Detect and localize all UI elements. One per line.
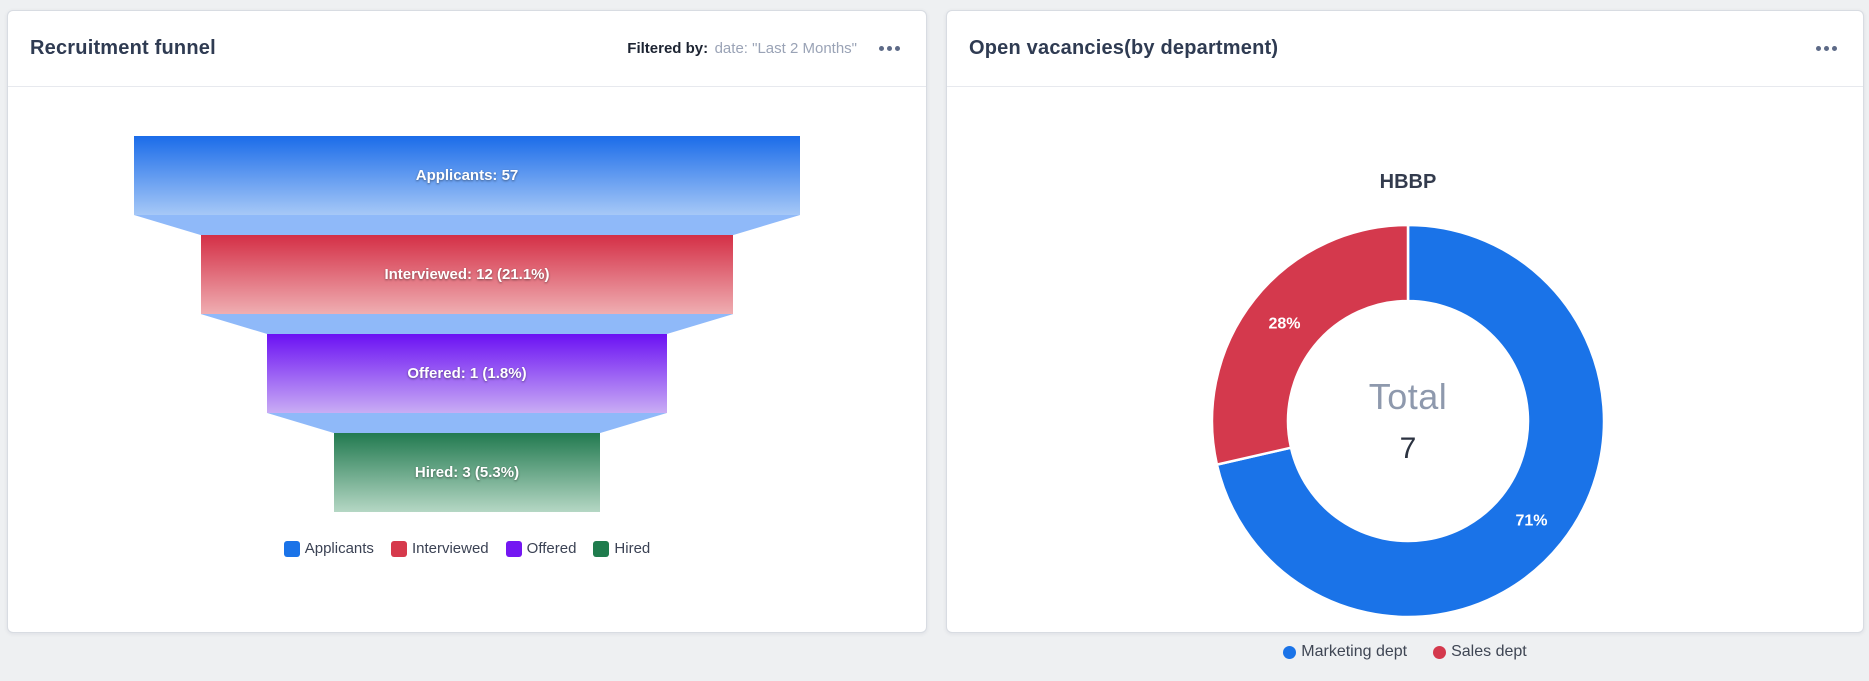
legend-swatch-icon xyxy=(593,540,610,557)
legend-item-sales-dept[interactable]: Sales dept xyxy=(1433,643,1527,661)
funnel-connector xyxy=(267,413,667,433)
filtered-by-label: Filtered by: xyxy=(627,39,709,57)
ellipsis-icon xyxy=(879,46,900,51)
donut-slice-percent-label: 28% xyxy=(1268,316,1300,333)
funnel-segment-label: Hired: 3 (5.3%) xyxy=(414,464,520,481)
recruitment-funnel-title: Recruitment funnel xyxy=(30,37,216,59)
open-vacancies-header: Open vacancies(by department) xyxy=(947,11,1863,87)
funnel-legend: Applicants Interviewed Offered Hired xyxy=(8,540,926,557)
filtered-by: Filtered by: date: "Last 2 Months" xyxy=(627,40,857,58)
legend-swatch-icon xyxy=(390,540,407,557)
recruitment-funnel-header: Recruitment funnel Filtered by: date: "L… xyxy=(8,11,926,87)
funnel-segment-applicants[interactable]: Applicants: 57 xyxy=(134,136,800,215)
donut-slice-sales-dept[interactable] xyxy=(1210,223,1410,466)
legend-dot-icon xyxy=(1283,645,1297,659)
legend-label: Interviewed xyxy=(411,540,489,557)
recruitment-funnel-card: Recruitment funnel Filtered by: date: "L… xyxy=(7,10,927,633)
legend-label: Offered xyxy=(526,540,577,557)
legend-dot-icon xyxy=(1433,645,1447,659)
donut-chart-title: HBBP xyxy=(1379,171,1437,193)
ellipsis-icon xyxy=(1816,46,1837,51)
legend-label: Sales dept xyxy=(1451,643,1527,660)
legend-label: Applicants xyxy=(304,540,374,557)
funnel-chart-area: Applicants: 57 Interviewed: 12 (21.1%) Off… xyxy=(8,136,926,681)
funnel-segment-offered[interactable]: Offered: 1 (1.8%) xyxy=(267,334,667,413)
funnel-segment-label: Applicants: 57 xyxy=(415,167,519,184)
funnel-segment-label: Interviewed: 12 (21.1%) xyxy=(384,266,550,283)
funnel-segment-interviewed[interactable]: Interviewed: 12 (21.1%) xyxy=(200,235,734,314)
funnel-segment-label: Offered: 1 (1.8%) xyxy=(407,365,527,382)
donut-chart-area: HBBP 71% 28% Total 7 Marketing dept Sales … xyxy=(947,87,1863,660)
legend-swatch-icon xyxy=(283,540,300,557)
donut-slice-percent-label: 71% xyxy=(1515,513,1547,530)
filter-value[interactable]: date: "Last 2 Months" xyxy=(714,39,857,57)
open-vacancies-title: Open vacancies(by department) xyxy=(969,37,1279,59)
legend-swatch-icon xyxy=(505,540,522,557)
funnel-connector xyxy=(200,314,734,334)
card-menu-button[interactable] xyxy=(875,38,904,59)
donut-chart: 71% 28% xyxy=(1210,223,1606,619)
funnel-chart: Applicants: 57 Interviewed: 12 (21.1%) Off… xyxy=(134,136,800,512)
legend-item-hired[interactable]: Hired xyxy=(593,540,650,557)
legend-item-interviewed[interactable]: Interviewed xyxy=(390,540,489,557)
funnel-segment-hired[interactable]: Hired: 3 (5.3%) xyxy=(333,433,601,512)
legend-label: Hired xyxy=(614,540,651,557)
legend-label: Marketing dept xyxy=(1301,643,1408,660)
legend-item-marketing-dept[interactable]: Marketing dept xyxy=(1283,643,1407,661)
legend-item-offered[interactable]: Offered xyxy=(505,540,577,557)
donut-legend: Marketing dept Sales dept xyxy=(947,643,1863,661)
legend-item-applicants[interactable]: Applicants xyxy=(283,540,374,557)
donut-slice-marketing-dept[interactable] xyxy=(1215,223,1606,619)
funnel-connector xyxy=(134,215,800,235)
card-menu-button[interactable] xyxy=(1812,38,1841,59)
open-vacancies-card: Open vacancies(by department) HBBP 71% 28… xyxy=(946,10,1864,660)
